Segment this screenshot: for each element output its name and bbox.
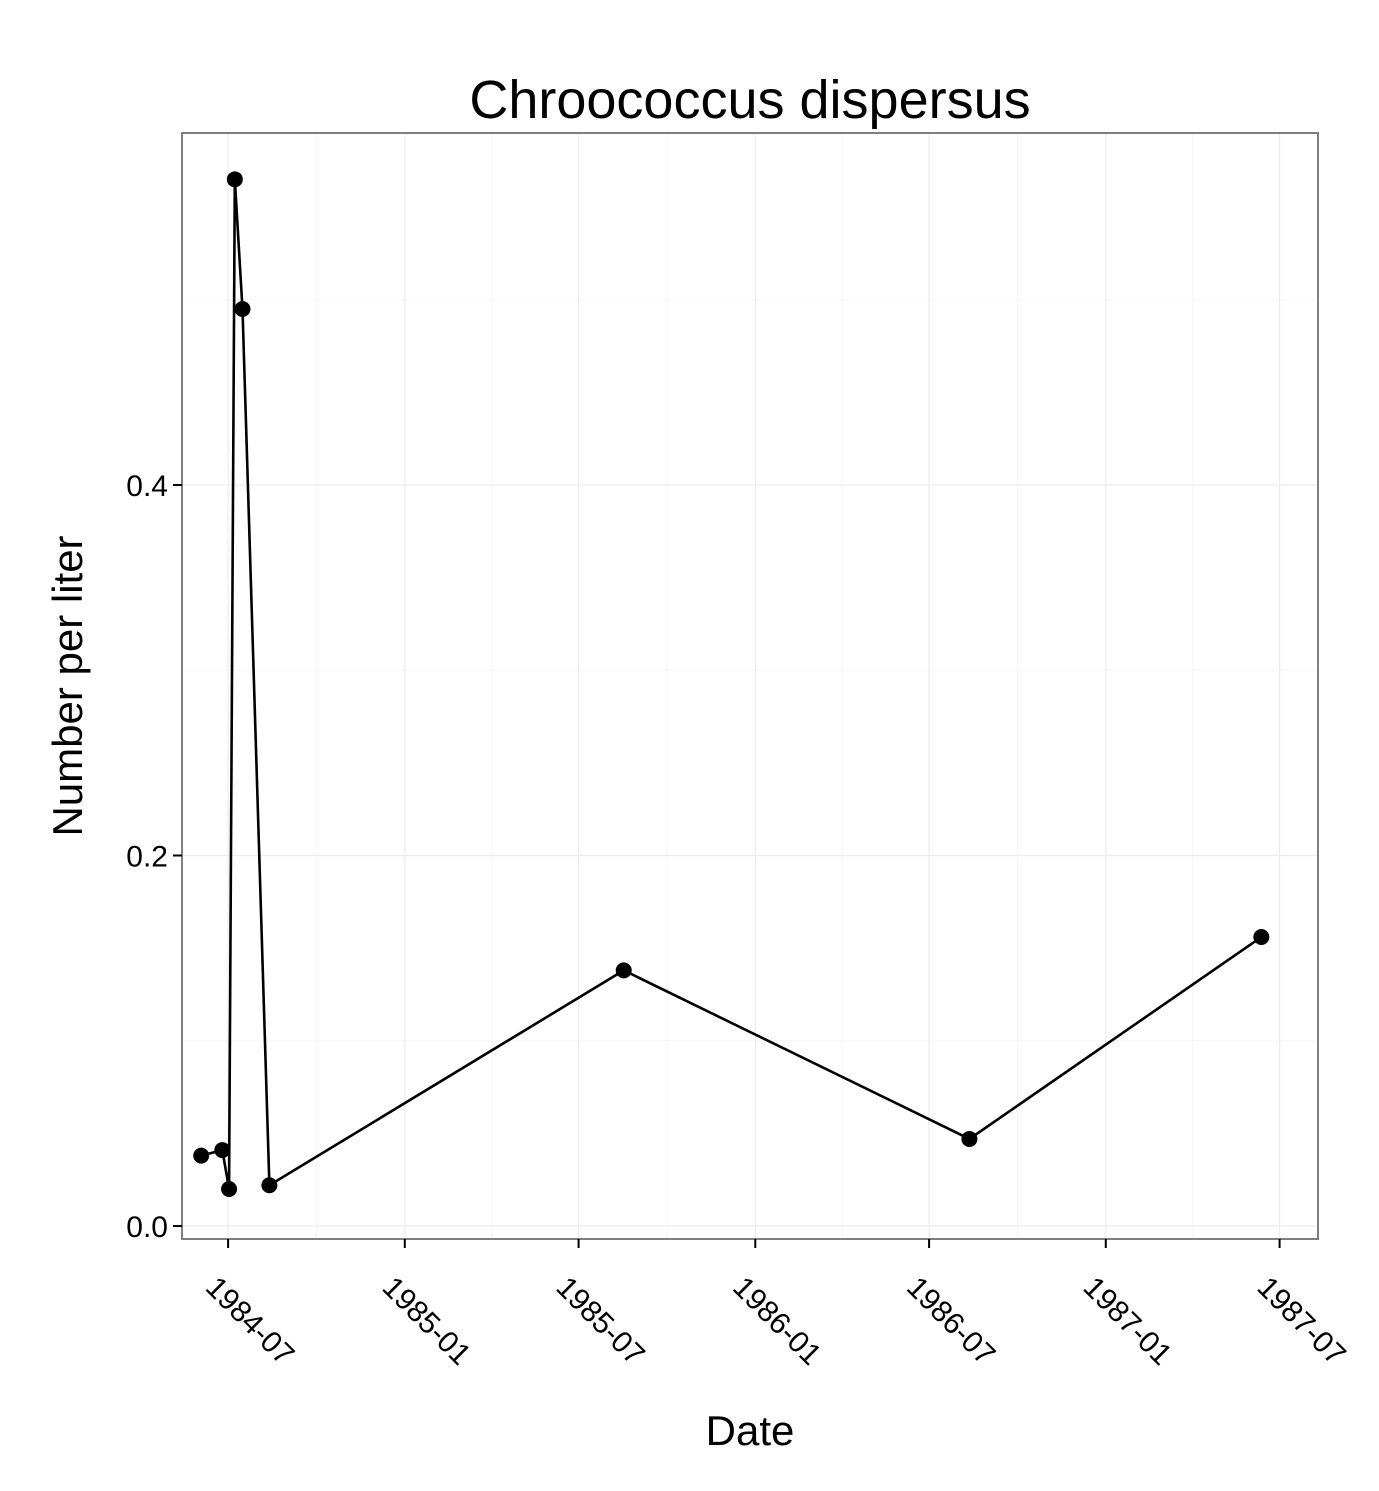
- x-tick-label: 1987-07: [1251, 1271, 1352, 1372]
- data-point: [226, 171, 243, 188]
- plot-series: [193, 171, 1270, 1197]
- data-point: [221, 1180, 238, 1197]
- chart-title: Chroococcus dispersus: [469, 70, 1030, 130]
- data-point: [193, 1147, 210, 1164]
- x-tick-label: 1986-07: [900, 1271, 1001, 1372]
- plot-grid: [182, 133, 1318, 1239]
- data-point: [234, 300, 251, 317]
- y-tick-label: 0.0: [126, 1211, 168, 1244]
- x-tick-label: 1986-01: [726, 1271, 827, 1372]
- x-tick-label: 1985-07: [550, 1271, 651, 1372]
- data-point: [961, 1130, 978, 1147]
- x-tick-label: 1987-01: [1077, 1271, 1178, 1372]
- y-axis-title: Number per liter: [44, 535, 91, 836]
- y-tick-label: 0.2: [126, 841, 168, 874]
- y-tick-label: 0.4: [126, 470, 168, 503]
- data-point: [615, 962, 632, 979]
- x-axis-title: Date: [706, 1407, 795, 1454]
- x-tick-label: 1984-07: [199, 1271, 300, 1372]
- x-tick-label: 1985-01: [376, 1271, 477, 1372]
- plot-axes: 0.0 0.2 0.4 1984-07 1985-01 1985-07 1986-01 198…: [126, 470, 1352, 1372]
- data-point: [214, 1142, 231, 1159]
- data-point: [1253, 929, 1270, 946]
- series-line: [200, 179, 1263, 1190]
- plot-panel-border: [181, 132, 1319, 1240]
- data-point: [261, 1177, 278, 1194]
